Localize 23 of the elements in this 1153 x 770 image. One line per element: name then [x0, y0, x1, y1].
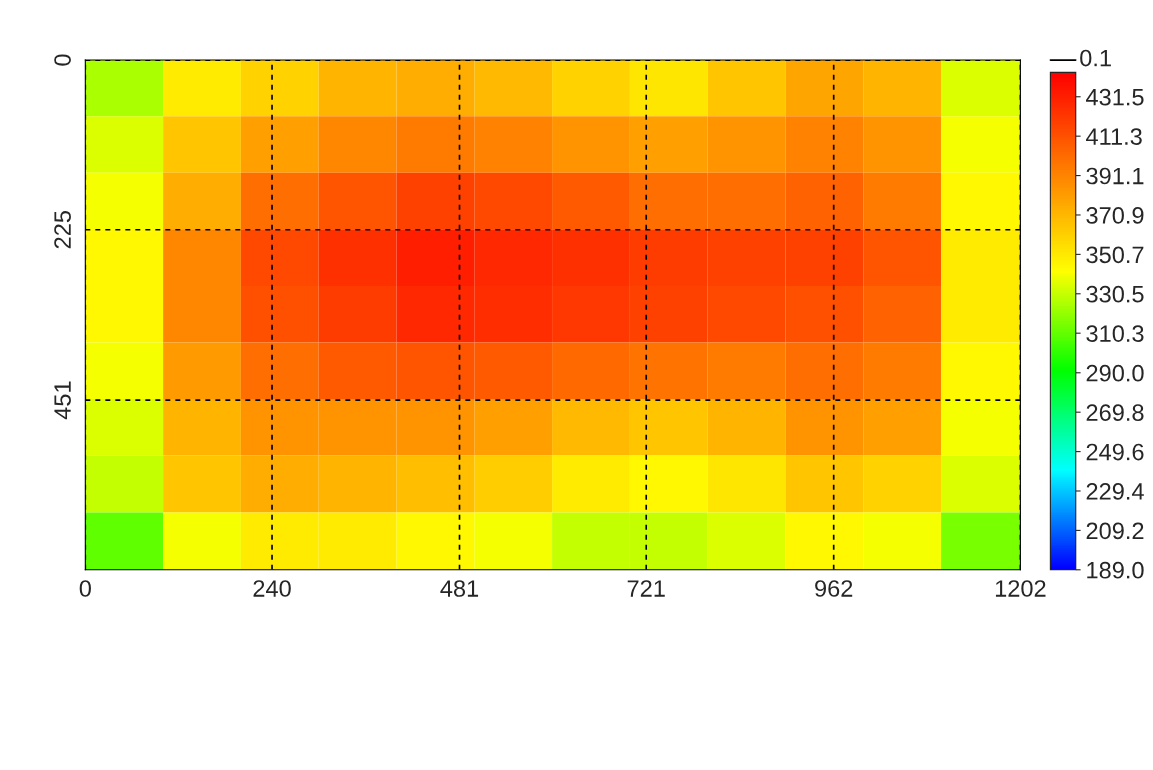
x-tick-label: 240 — [253, 580, 291, 597]
color-bar-label: 209.2 — [1086, 522, 1144, 540]
color-bar-label: 269.8 — [1086, 404, 1144, 421]
color-bar-label: 189.0 — [1087, 561, 1144, 579]
color-bar-label: 350.7 — [1086, 246, 1144, 264]
x-tick-label: 1202 — [995, 580, 1046, 597]
color-bar-label: 310.3 — [1086, 325, 1144, 342]
color-bar-label: 370.9 — [1086, 207, 1144, 224]
color-bar-label: 290.0 — [1086, 364, 1144, 382]
color-bar-label: 411.3 — [1086, 128, 1142, 145]
color-bar-label: 249.6 — [1086, 443, 1144, 461]
x-tick-label: 721 — [627, 580, 665, 597]
color-bar-label: 330.5 — [1086, 285, 1144, 303]
y-tick-label: 225 — [54, 211, 71, 249]
text: 0.1 — [1080, 49, 1111, 67]
y-tick-label: 0 — [54, 54, 71, 66]
color-bar-label: 431.5 — [1086, 88, 1144, 106]
x-tick-label: 962 — [815, 580, 853, 597]
x-tick-label: 0 — [79, 580, 91, 597]
color-bar-label: 229.4 — [1086, 483, 1144, 500]
y-tick-label: 451 — [54, 381, 71, 420]
x-tick-label: 481 — [440, 580, 479, 597]
color-bar-label: 391.1 — [1086, 167, 1144, 185]
